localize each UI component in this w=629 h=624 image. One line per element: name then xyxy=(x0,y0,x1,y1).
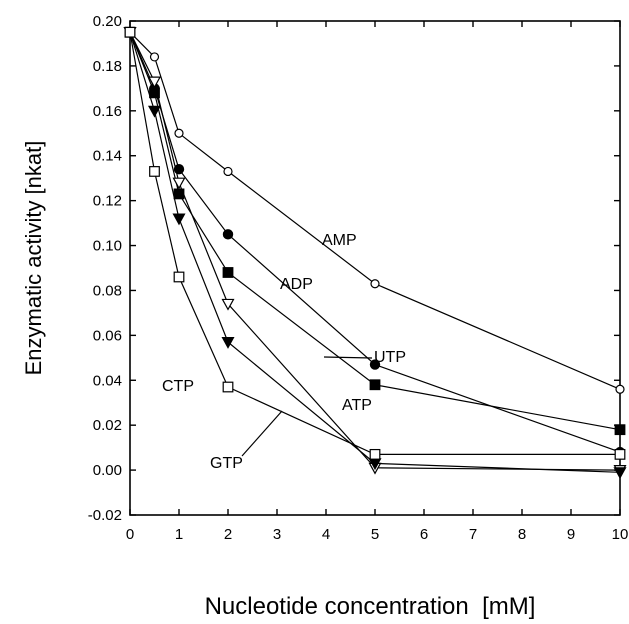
x-tick-label: 8 xyxy=(518,526,526,543)
y-axis: -0.02 0.00 0.02 0.04 0.06 0.08 0.10 0.12 0.14 0.1… xyxy=(88,13,620,524)
label-leader-gtp xyxy=(241,410,283,457)
series-label-ctp: CTP xyxy=(162,378,194,395)
x-tick-label: 1 xyxy=(175,526,183,543)
x-tick-label: 0 xyxy=(126,526,134,543)
x-axis: 0 1 2 3 4 5 6 7 8 9 10 xyxy=(126,21,629,543)
data-point-ctp xyxy=(124,26,136,38)
series-lines xyxy=(129,31,621,473)
y-tick-label: 0.20 xyxy=(93,13,122,30)
x-tick-label: 9 xyxy=(567,526,575,543)
y-tick-label: 0.12 xyxy=(93,193,122,210)
y-tick-label: 0.14 xyxy=(93,148,122,165)
series-points xyxy=(123,26,627,480)
y-tick-label: 0.08 xyxy=(93,282,122,299)
data-point-gtp xyxy=(221,337,235,349)
x-tick-label: 7 xyxy=(469,526,477,543)
plot-frame xyxy=(129,20,621,516)
data-point-atp xyxy=(147,76,162,89)
x-tick-label: 5 xyxy=(371,526,379,543)
series-labels: AMP ADP UTP ATP GTP CTP xyxy=(162,232,406,472)
data-point-amp xyxy=(223,166,233,177)
y-axis-title: Enzymatic activity [nkat] xyxy=(21,141,46,376)
x-tick-label: 6 xyxy=(420,526,428,543)
data-point-ctp xyxy=(149,166,160,177)
series-line-ctp xyxy=(129,32,620,455)
data-point-amp xyxy=(615,384,625,394)
y-tick-label: 0.00 xyxy=(93,462,122,479)
series-label-amp: AMP xyxy=(322,232,357,249)
series-label-utp: UTP xyxy=(374,349,406,366)
data-point-atp xyxy=(172,177,186,190)
y-tick-label: 0.06 xyxy=(93,327,122,344)
data-point-adp xyxy=(369,359,381,370)
data-point-utp xyxy=(369,379,381,391)
data-point-ctp xyxy=(173,271,185,283)
data-point-utp xyxy=(222,267,234,278)
series-label-atp: ATP xyxy=(342,397,372,414)
x-tick-label: 2 xyxy=(224,526,232,543)
data-point-ctp xyxy=(222,381,234,393)
y-tick-label: 0.10 xyxy=(93,238,122,255)
y-tick-label: -0.02 xyxy=(88,507,122,524)
data-point-amp xyxy=(149,52,160,62)
y-tick-label: 0.04 xyxy=(93,372,122,389)
data-point-gtp xyxy=(147,105,162,118)
data-point-atp xyxy=(221,298,235,311)
data-point-gtp xyxy=(172,213,186,226)
data-point-utp xyxy=(149,87,160,99)
plot-border xyxy=(129,20,621,516)
data-point-ctp xyxy=(614,448,626,460)
x-tick-label: 3 xyxy=(273,526,281,543)
x-tick-label: 4 xyxy=(322,526,330,543)
x-tick-label: 10 xyxy=(612,526,629,543)
series-line-amp xyxy=(129,31,621,390)
series-line-gtp xyxy=(129,32,621,473)
data-point-utp xyxy=(173,188,185,200)
series-label-adp: ADP xyxy=(280,276,313,293)
y-tick-label: 0.02 xyxy=(93,417,122,434)
data-point-gtp xyxy=(613,467,627,480)
label-leader-utp xyxy=(323,356,373,359)
series-line-utp xyxy=(129,31,621,431)
data-point-ctp xyxy=(369,448,381,460)
data-point-amp xyxy=(174,128,184,138)
data-point-adp xyxy=(173,163,185,175)
data-point-amp xyxy=(370,279,380,289)
series-line-atp xyxy=(129,31,621,471)
x-axis-title: Nucleotide concentration [mM] xyxy=(205,593,536,620)
data-point-adp xyxy=(222,229,234,240)
data-point-utp xyxy=(614,424,626,436)
y-tick-label: 0.18 xyxy=(93,58,122,75)
y-tick-label: 0.16 xyxy=(93,103,122,120)
series-label-gtp: GTP xyxy=(210,455,243,472)
